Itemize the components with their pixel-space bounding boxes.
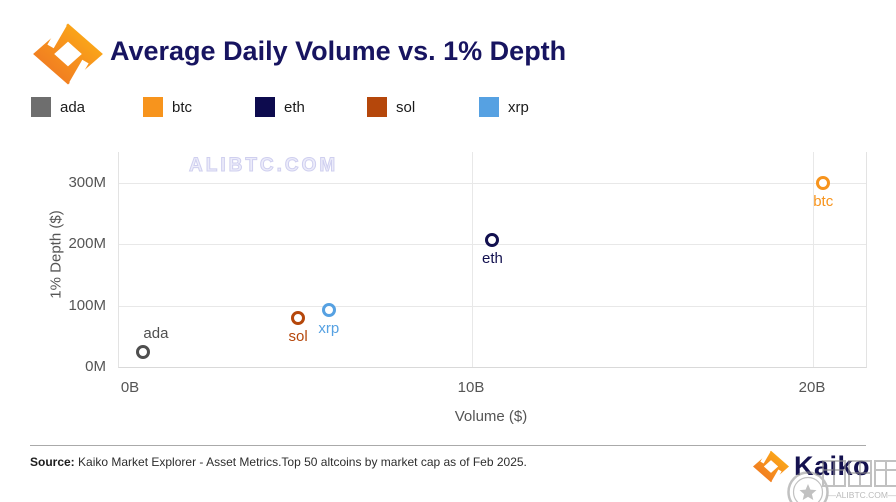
legend-label: ada (60, 98, 86, 116)
legend-item-sol: sol (367, 97, 479, 117)
legend-item-eth: eth (255, 97, 367, 117)
x-tick-label-10B: 10B (457, 379, 485, 396)
legend-swatch-icon (143, 97, 163, 117)
legend: ada btc eth sol xrp (31, 97, 591, 117)
x-tick-label-20B: 20B (798, 379, 826, 396)
data-point-label-eth: eth (482, 250, 503, 268)
y-tick-label-300M: 300M (68, 174, 106, 191)
footer-divider (30, 445, 866, 446)
source-note: Source: Kaiko Market Explorer - Asset Me… (30, 455, 527, 469)
x-axis-title: Volume ($) (454, 408, 528, 425)
legend-label: btc (172, 98, 193, 116)
data-point-sol (291, 310, 306, 325)
legend-label: xrp (508, 98, 529, 116)
gridline-y-100M (119, 305, 866, 307)
plot-area: ALIBTC.COM ada sol xrp eth btc (118, 152, 867, 368)
legend-swatch-icon (367, 97, 387, 117)
legend-swatch-icon (31, 97, 51, 117)
y-tick-label-100M: 100M (68, 296, 106, 314)
legend-label: sol (396, 98, 416, 116)
watermark-stamp: —ALIBTC.COM— (778, 458, 896, 502)
legend-item-btc: btc (143, 97, 255, 117)
legend-swatch-icon (479, 97, 499, 117)
footer-brand: Kaiko (751, 450, 870, 483)
legend-swatch-icon (255, 97, 275, 117)
stamp-caption: —ALIBTC.COM— (828, 490, 896, 500)
legend-item-xrp: xrp (479, 97, 591, 117)
data-point-eth (485, 233, 500, 248)
gridline-x-20B (813, 152, 814, 367)
legend-item-ada: ada (31, 97, 143, 117)
stamp-cjk-glyphs (822, 460, 896, 487)
legend-label: eth (284, 98, 305, 116)
data-point-btc (816, 176, 831, 190)
y-tick-label-0M: 0M (85, 358, 106, 375)
data-point-label-ada: ada (143, 324, 169, 342)
plot-watermark: ALIBTC.COM (188, 155, 339, 177)
y-tick-label-200M: 200M (68, 235, 106, 253)
source-label: Source: (30, 455, 75, 469)
x-tick-label-0B: 0B (120, 379, 140, 396)
source-text: Kaiko Market Explorer - Asset Metrics.To… (74, 455, 527, 469)
gridline-y-300M (119, 183, 866, 184)
data-point-label-sol: sol (288, 327, 308, 345)
data-point-label-xrp: xrp (318, 319, 340, 337)
data-point-ada (135, 344, 150, 359)
data-point-label-btc: btc (813, 193, 834, 210)
kaiko-wordmark: Kaiko (794, 451, 871, 481)
data-point-xrp (321, 302, 336, 317)
kaiko-logo-icon (33, 22, 103, 86)
coin-icon (787, 471, 829, 502)
gridline-x-10B (472, 152, 473, 367)
page-title: Average Daily Volume vs. 1% Depth (110, 36, 567, 66)
